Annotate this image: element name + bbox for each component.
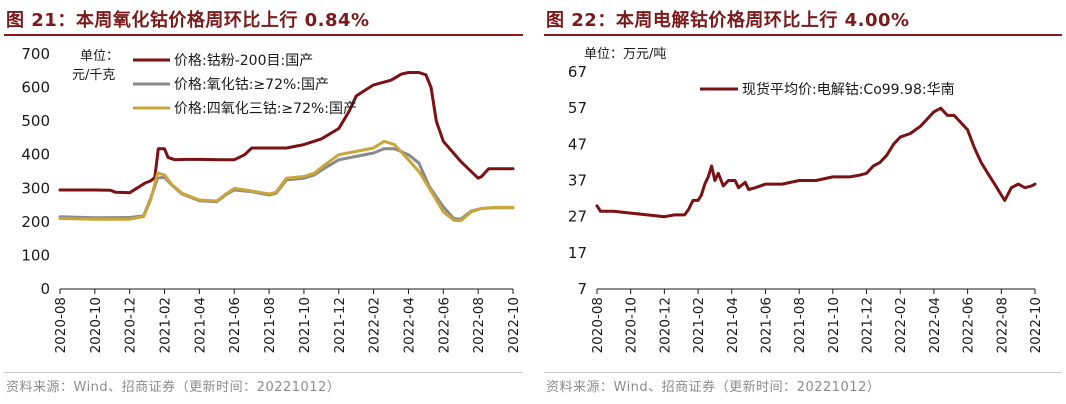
x-tick-label: 2022-06: [436, 297, 452, 353]
series-line-3: [58, 139, 515, 223]
y-tick-label: 17: [568, 244, 587, 262]
unit-label: 单位：万元/吨: [584, 47, 666, 62]
x-tick-label: 2021-10: [826, 297, 842, 353]
x-tick-label: 2022-02: [367, 297, 383, 353]
x-tick-label: 2021-02: [158, 297, 174, 353]
figure-title: 图 21：本周氧化钴价格周环比上行 0.84%: [6, 10, 370, 31]
x-tick-label: 2022-10: [506, 297, 522, 353]
y-tick-label: 57: [568, 99, 587, 117]
y-tick-label: 500: [21, 112, 50, 130]
y-tick-label: 100: [21, 246, 50, 264]
x-tick-label: 2022-04: [401, 297, 417, 353]
y-tick-label: 27: [568, 208, 587, 226]
x-tick-label: 2021-06: [227, 297, 243, 353]
y-tick-label: 0: [40, 280, 50, 298]
x-tick-label: 2021-12: [860, 297, 876, 353]
y-tick-label: 400: [21, 146, 50, 164]
x-tick-label: 2022-06: [961, 297, 977, 353]
x-tick-label: 2021-06: [758, 297, 774, 353]
series-line-2: [58, 147, 515, 221]
chart-panel-cobalt-oxide: 图 21：本周氧化钴价格周环比上行 0.84% 0 100 200 300 400 500…: [0, 0, 527, 404]
x-tick-label: 2022-08: [994, 297, 1010, 353]
x-tick-label: 2022-10: [1028, 297, 1044, 353]
y-tick-label: 7: [577, 280, 587, 298]
y-tick-label: 600: [21, 79, 50, 97]
title-divider: [544, 34, 1062, 36]
x-tick-label: 2021-04: [192, 297, 208, 353]
y-tick-label: 47: [568, 135, 587, 153]
series-line-1: [595, 106, 1037, 219]
title-divider: [4, 34, 523, 36]
x-tick-label: 2021-08: [792, 297, 808, 353]
source-divider: [4, 372, 523, 373]
x-tick-label: 2020-12: [123, 297, 139, 353]
legend-label: 价格:四氧化三钴:≥72%:国产: [174, 101, 357, 117]
x-tick-label: 2021-10: [297, 297, 313, 353]
chart-area: 0 100 200 300 400 500 600 700 2020-08 2020-10 2020…: [21, 45, 522, 353]
x-tick-label: 2020-10: [88, 297, 104, 353]
x-tick-label: 2021-08: [262, 297, 278, 353]
source-divider: [544, 372, 1062, 373]
unit-label: 元/千克: [72, 68, 115, 83]
x-tick-label: 2021-04: [725, 297, 741, 353]
y-tick-label: 67: [568, 63, 587, 81]
x-tick-label: 2021-12: [332, 297, 348, 353]
series-line-1: [58, 71, 515, 195]
legend-label: 价格:钴粉-200目:国产: [174, 53, 313, 69]
figure-title: 图 22：本周电解钴价格周环比上行 4.00%: [546, 10, 910, 31]
y-tick-label: 300: [21, 179, 50, 197]
y-tick-label: 200: [21, 213, 50, 231]
legend-label: 现货平均价:电解钴:Co99.98:华南: [742, 81, 955, 98]
chart-panel-electrolytic-cobalt: 图 22：本周电解钴价格周环比上行 4.00% 7 17 27 37 47 57 67 202…: [540, 0, 1066, 404]
x-tick-label: 2020-12: [657, 297, 673, 353]
source-note: 资料来源：Wind、招商证券（更新时间：20221012）: [6, 380, 341, 395]
x-tick-label: 2020-10: [624, 297, 640, 353]
y-tick-label: 37: [568, 172, 587, 190]
legend-label: 价格:氧化钴:≥72%:国产: [174, 77, 329, 93]
x-tick-label: 2020-08: [590, 297, 606, 353]
chart-area: 7 17 27 37 47 57 67 2020-08 2020-10 2020-12 2021-0…: [568, 47, 1044, 353]
source-note: 资料来源：Wind、招商证券（更新时间：20221012）: [546, 380, 881, 395]
x-tick-label: 2021-02: [691, 297, 707, 353]
x-tick-label: 2022-08: [471, 297, 487, 353]
x-tick-label: 2022-02: [893, 297, 909, 353]
y-tick-label: 700: [21, 45, 50, 63]
x-tick-label: 2022-04: [927, 297, 943, 353]
unit-label: 单位：: [80, 49, 119, 64]
x-tick-label: 2020-08: [53, 297, 69, 353]
